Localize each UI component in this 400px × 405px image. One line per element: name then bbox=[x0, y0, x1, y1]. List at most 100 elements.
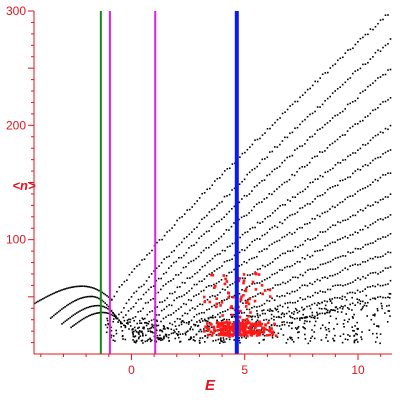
data-point bbox=[147, 301, 149, 304]
data-point bbox=[46, 295, 49, 298]
data-point bbox=[361, 307, 364, 310]
data-point bbox=[216, 204, 218, 207]
data-point bbox=[382, 153, 384, 155]
highlight-point bbox=[231, 334, 234, 338]
data-point bbox=[374, 341, 377, 343]
data-point bbox=[347, 176, 349, 179]
data-point bbox=[148, 276, 150, 278]
data-point bbox=[159, 329, 162, 331]
y-tick-label: 200 bbox=[6, 118, 26, 132]
data-point bbox=[276, 295, 278, 297]
data-point bbox=[238, 292, 241, 295]
highlight-point bbox=[215, 297, 218, 300]
highlight-point bbox=[228, 321, 231, 325]
data-point bbox=[304, 91, 306, 94]
data-point bbox=[173, 299, 175, 302]
data-point bbox=[286, 233, 288, 236]
data-point bbox=[152, 326, 155, 329]
data-point bbox=[306, 305, 308, 308]
data-point bbox=[230, 225, 233, 228]
data-point bbox=[304, 327, 306, 330]
data-point bbox=[251, 318, 253, 321]
data-point bbox=[367, 301, 369, 304]
data-point bbox=[147, 323, 150, 325]
data-point bbox=[223, 318, 225, 321]
data-point bbox=[289, 265, 291, 268]
data-point bbox=[137, 311, 139, 313]
data-point bbox=[281, 183, 283, 186]
data-point bbox=[206, 298, 209, 301]
data-point bbox=[210, 244, 213, 246]
data-point bbox=[146, 322, 148, 324]
data-point bbox=[190, 326, 192, 328]
data-point bbox=[239, 342, 241, 344]
data-point bbox=[230, 271, 233, 273]
data-point bbox=[322, 175, 324, 178]
data-point bbox=[222, 341, 224, 344]
data-point bbox=[356, 190, 359, 193]
data-point bbox=[248, 193, 251, 195]
data-point bbox=[132, 335, 135, 338]
data-point bbox=[382, 218, 384, 221]
data-point bbox=[352, 47, 354, 49]
data-point bbox=[126, 319, 129, 322]
data-point bbox=[387, 172, 389, 174]
data-point bbox=[329, 120, 331, 122]
data-point bbox=[120, 311, 123, 314]
data-point bbox=[301, 94, 304, 96]
data-point bbox=[349, 282, 352, 284]
data-point bbox=[352, 233, 354, 236]
data-point bbox=[352, 281, 354, 283]
data-point bbox=[321, 301, 323, 304]
data-point bbox=[241, 289, 243, 291]
data-point bbox=[167, 336, 170, 339]
data-point bbox=[175, 260, 178, 263]
data-point bbox=[334, 185, 336, 187]
data-point bbox=[103, 292, 105, 295]
data-point bbox=[165, 283, 167, 285]
data-point bbox=[297, 276, 299, 279]
data-point bbox=[208, 325, 210, 328]
data-point bbox=[128, 273, 131, 276]
data-point bbox=[194, 340, 196, 342]
highlight-point bbox=[238, 316, 242, 319]
data-point bbox=[273, 241, 276, 244]
data-point bbox=[341, 110, 344, 113]
data-point bbox=[387, 267, 389, 269]
data-point bbox=[203, 216, 206, 219]
data-point bbox=[256, 165, 258, 168]
data-point bbox=[123, 280, 126, 283]
data-point bbox=[296, 317, 298, 320]
data-point bbox=[367, 164, 369, 167]
data-point bbox=[210, 326, 213, 328]
data-point bbox=[193, 336, 195, 338]
data-point bbox=[253, 239, 256, 241]
data-point bbox=[324, 72, 327, 74]
data-point bbox=[219, 291, 221, 294]
highlight-point bbox=[220, 329, 223, 332]
data-point bbox=[367, 204, 369, 207]
data-point bbox=[351, 195, 354, 197]
highlight-point bbox=[239, 325, 242, 328]
highlight-point bbox=[223, 282, 227, 286]
data-point bbox=[334, 334, 336, 337]
data-point bbox=[354, 279, 357, 281]
data-point bbox=[304, 298, 307, 300]
data-point bbox=[102, 305, 104, 308]
data-point bbox=[249, 274, 251, 276]
data-point bbox=[306, 223, 309, 225]
data-point bbox=[342, 159, 344, 161]
data-point bbox=[349, 335, 351, 337]
data-point bbox=[381, 307, 383, 310]
data-point bbox=[212, 340, 214, 342]
data-point bbox=[382, 296, 384, 299]
data-point bbox=[185, 331, 188, 333]
data-point bbox=[232, 307, 234, 310]
data-point bbox=[352, 152, 354, 154]
data-point bbox=[205, 230, 208, 233]
data-point bbox=[288, 292, 291, 295]
highlight-point bbox=[245, 321, 248, 324]
data-point bbox=[276, 240, 278, 243]
data-point bbox=[261, 280, 263, 283]
data-point bbox=[337, 59, 339, 62]
